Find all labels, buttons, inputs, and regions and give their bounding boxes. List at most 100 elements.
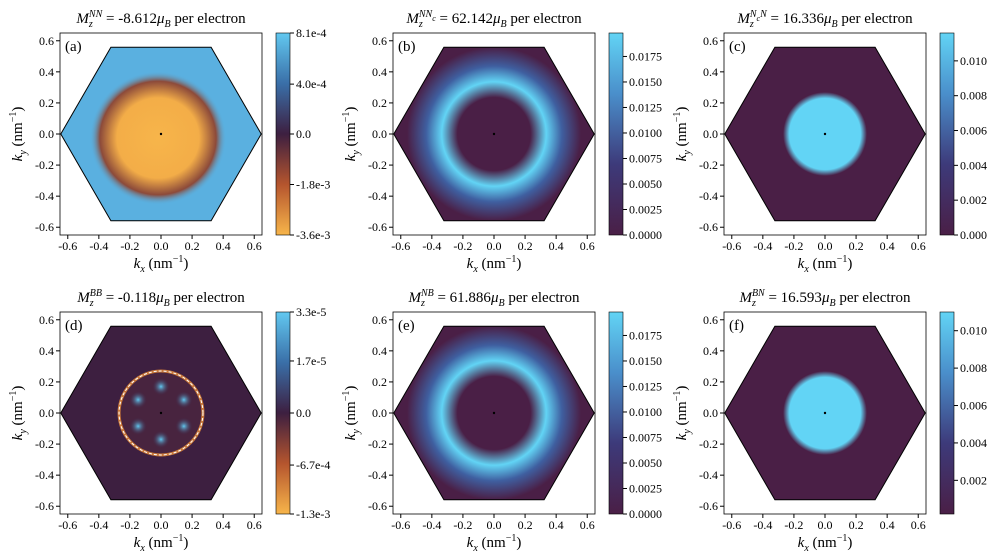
y-tick-label: -0.6 [368, 220, 387, 234]
text-segment: M [75, 11, 90, 27]
text-segment: per electron [838, 11, 913, 27]
text-segment: B [498, 298, 504, 309]
text-segment: k [674, 433, 690, 440]
gamma-point [159, 411, 163, 415]
text-segment: x [139, 264, 145, 275]
chart-title: MzNN = -8.612μB per electron [75, 9, 246, 30]
colorbar-tick-label: -1.8e-3 [296, 178, 330, 192]
y-tick-label: 0.0 [372, 406, 387, 420]
gamma-point [159, 132, 163, 136]
x-tick-label: -0.4 [422, 518, 441, 532]
text-segment: NN [418, 9, 434, 20]
text-segment: per electron [505, 290, 580, 306]
colorbar-tick-label: -1.3e-3 [296, 507, 330, 521]
y-tick-label: 0.6 [703, 34, 718, 48]
gamma-point [823, 411, 827, 415]
text-segment: k [10, 433, 26, 440]
colorbar [275, 32, 291, 236]
text-segment: −1 [837, 254, 848, 265]
y-tick-label: -0.2 [699, 158, 718, 172]
text-segment: k [798, 535, 805, 551]
text-segment: μ [821, 290, 830, 306]
text-segment: ) [847, 256, 852, 272]
colorbar-tick-label: 0.0175 [629, 328, 662, 342]
panel-label: (c) [729, 39, 746, 55]
colorbar-tick-label: 4.0e-4 [296, 77, 326, 91]
x-tick-label: 0.4 [880, 239, 895, 253]
text-segment: z [420, 298, 425, 309]
colorbar-tick-label: 0.0 [296, 127, 311, 141]
y-tick-label: 0.2 [39, 375, 54, 389]
colorbar-tick-label: 0.0050 [629, 456, 662, 470]
text-segment: x [139, 543, 145, 554]
colorbar [608, 311, 624, 515]
x-tick-label: 0.6 [247, 518, 262, 532]
text-segment: N [759, 9, 768, 20]
panel-label: (d) [65, 318, 83, 334]
y-tick-label: 0.4 [703, 65, 718, 79]
chart-title: MzBB = -0.118μB per electron [76, 288, 245, 309]
text-segment: = -0.118 [102, 290, 156, 306]
panel-label: (f) [729, 318, 744, 334]
y-tick-label: 0.6 [39, 34, 54, 48]
x-tick-label: 0.2 [185, 518, 200, 532]
text-segment: M [738, 290, 753, 306]
x-tick-label: -0.4 [753, 518, 772, 532]
text-segment: z [418, 19, 423, 30]
x-tick-label: -0.2 [784, 518, 803, 532]
brillouin-zone [724, 325, 926, 501]
y-axis-label: ky (nm−1) [8, 386, 29, 441]
x-tick-label: -0.2 [120, 518, 139, 532]
panel: -0.6 -0.4 -0.2 0.0 0.2 0.4 0.6-0.6-0.4-0.20.00… [672, 9, 987, 275]
colorbar-tick-label: 0.0125 [629, 100, 662, 114]
text-segment: y [351, 429, 362, 435]
colorbar-tick-label: 0.0050 [629, 177, 662, 191]
y-tick-label: 0.0 [39, 406, 54, 420]
colorbar-tick-label: -6.7e-4 [296, 458, 330, 472]
chart-title: MzNcN = 16.336μB per electron [736, 9, 913, 30]
y-tick-label: 0.2 [372, 96, 387, 110]
colorbar-tick-label: 1.7e-5 [296, 354, 326, 368]
y-tick-label: 0.6 [372, 34, 387, 48]
text-segment: NB [420, 288, 434, 299]
x-tick-label: -0.6 [722, 518, 741, 532]
text-segment: −1 [837, 533, 848, 544]
x-tick-label: 0.6 [580, 518, 595, 532]
text-segment: ) [847, 535, 852, 551]
x-tick-label: 0.0 [487, 239, 502, 253]
text-segment: (nm [674, 122, 690, 150]
text-segment: B [164, 298, 170, 309]
text-segment: (nm [145, 256, 173, 272]
text-segment: x [472, 543, 478, 554]
x-tick-label: 0.4 [880, 518, 895, 532]
text-segment: (nm [674, 401, 690, 429]
text-segment: (nm [343, 122, 359, 150]
text-segment: −1 [8, 112, 19, 123]
y-tick-label: 0.4 [372, 65, 387, 79]
x-tick-label: 0.0 [487, 518, 502, 532]
text-segment: −1 [173, 533, 184, 544]
text-segment: x [803, 543, 809, 554]
text-segment: k [674, 154, 690, 161]
text-segment: M [407, 290, 422, 306]
text-segment: −1 [506, 533, 517, 544]
y-tick-label: -0.6 [35, 499, 54, 513]
y-tick-label: 0.6 [372, 313, 387, 327]
y-tick-label: 0.4 [39, 344, 54, 358]
y-tick-label: 0.2 [372, 375, 387, 389]
text-segment: −1 [672, 391, 683, 402]
text-segment: per electron [171, 11, 246, 27]
text-segment: per electron [836, 290, 911, 306]
x-tick-label: -0.6 [391, 239, 410, 253]
panel: -0.6 -0.4 -0.2 0.0 0.2 0.4 0.6-0.6-0.4-0.20.00… [8, 288, 330, 554]
colorbar-tick-label: 0.0125 [629, 379, 662, 393]
text-segment: z [88, 19, 93, 30]
y-tick-label: -0.2 [368, 437, 387, 451]
x-tick-label: -0.4 [753, 239, 772, 253]
colorbar-tick-label: 0.0075 [629, 430, 662, 444]
colorbar-tick-label: 0.002 [960, 193, 987, 207]
text-segment: μ [492, 11, 501, 27]
x-tick-label: 0.6 [247, 239, 262, 253]
x-tick-label: -0.6 [391, 518, 410, 532]
y-tick-label: -0.4 [35, 189, 54, 203]
